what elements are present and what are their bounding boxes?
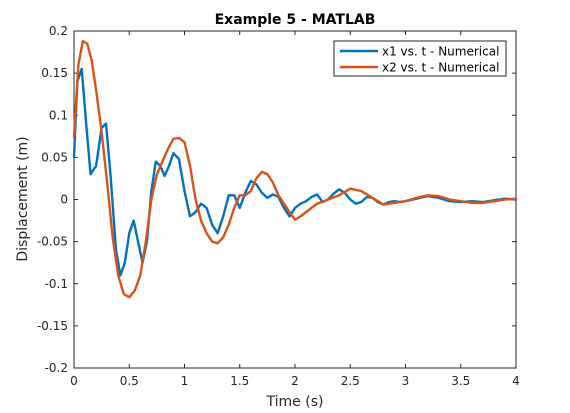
y-axis-title: Displacement (m) (15, 136, 31, 261)
x-tick-label: 2 (291, 374, 299, 388)
legend-box (333, 40, 507, 77)
y-tick-label: 0.15 (41, 66, 68, 80)
y-tick-label: 0.2 (49, 24, 68, 38)
y-tick-label: 0 (60, 193, 68, 207)
x-axis-title: Time (s) (266, 394, 324, 410)
legend-label-x1: x1 vs. t - Numerical (382, 45, 499, 59)
series-layer (72, 39, 518, 299)
x-tick-label: 4 (512, 374, 520, 388)
y-tick-label: -0.05 (37, 235, 68, 249)
axis-ticks: 0 0.5 1 1.5 2 2.5 3 3.5 4 -0.2 -0.15 -0.1 -0.05 0 0.05… (37, 24, 520, 388)
x-tick-label: 1 (181, 374, 189, 388)
y-tick-label: -0.1 (45, 277, 68, 291)
series-line-x2 (72, 39, 518, 299)
x-tick-label: 0.5 (120, 374, 139, 388)
y-tick-label: -0.15 (37, 319, 68, 333)
x-tick-label: 1.5 (230, 374, 249, 388)
y-tick-label: 0.05 (41, 150, 68, 164)
y-tick-label: 0.1 (49, 108, 68, 122)
legend-label-x2: x2 vs. t - Numerical (382, 61, 499, 75)
legend: x1 vs. t - Numerical x2 vs. t - Numerica… (333, 40, 507, 77)
x-tick-label: 2.5 (341, 374, 360, 388)
series-line-x1 (72, 67, 518, 277)
x-tick-label: 3 (402, 374, 410, 388)
x-tick-label: 3.5 (451, 374, 470, 388)
chart-title: Example 5 - MATLAB (215, 12, 376, 28)
x-tick-label: 0 (70, 374, 78, 388)
y-tick-label: -0.2 (45, 361, 68, 375)
